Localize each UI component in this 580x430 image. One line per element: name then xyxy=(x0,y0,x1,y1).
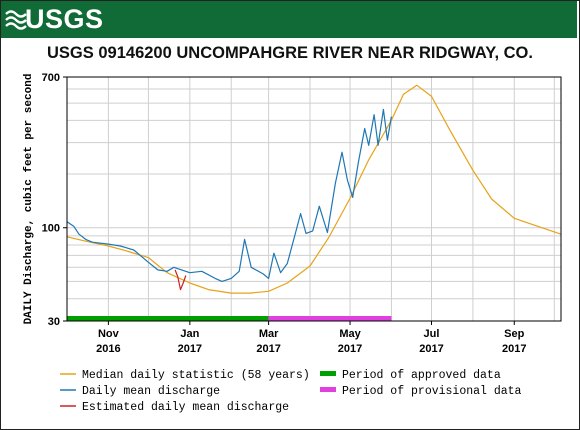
x-tick-label: 2017 xyxy=(256,343,280,355)
usgs-wave-icon xyxy=(5,10,27,30)
x-tick-label: 2017 xyxy=(338,343,362,355)
legend-label: Estimated daily mean discharge xyxy=(82,401,289,414)
legend-label: Daily mean discharge xyxy=(82,385,220,398)
x-tick-label: Sep xyxy=(504,328,524,340)
legend-swatch xyxy=(320,387,336,392)
legend-label: Period of approved data xyxy=(342,369,501,382)
page-title: USGS 09146200 UNCOMPAHGRE RIVER NEAR RID… xyxy=(47,44,533,62)
y-tick-label: 700 xyxy=(42,72,60,84)
series-line-2 xyxy=(174,269,187,291)
series-line-0 xyxy=(66,84,562,294)
period-bar-1 xyxy=(268,316,392,321)
legend-label: Median daily statistic (58 years) xyxy=(82,369,310,382)
plot-border xyxy=(66,76,562,322)
usgs-logo: USGS xyxy=(25,4,104,34)
x-tick-label: May xyxy=(339,328,361,340)
y-tick-label: 100 xyxy=(42,223,60,235)
x-tick-label: 2017 xyxy=(178,343,202,355)
y-tick-label: 30 xyxy=(48,316,60,328)
x-tick-label: Mar xyxy=(259,328,279,340)
x-tick-label: Jul xyxy=(424,328,440,340)
plot-area xyxy=(67,77,561,321)
legend-swatch xyxy=(320,371,336,376)
x-tick-label: Jan xyxy=(180,328,199,340)
x-tick-label: 2017 xyxy=(502,343,526,355)
x-tick-label: Nov xyxy=(98,328,120,340)
period-bar-0 xyxy=(67,316,269,321)
y-axis-label: DAILY Discharge, cubic feet per second xyxy=(23,74,35,325)
usgs-banner: USGS xyxy=(1,1,577,38)
x-tick-label: 2016 xyxy=(96,343,120,355)
legend-label: Period of provisional data xyxy=(342,385,522,398)
series-line-1 xyxy=(66,108,392,282)
x-tick-label: 2017 xyxy=(419,343,443,355)
